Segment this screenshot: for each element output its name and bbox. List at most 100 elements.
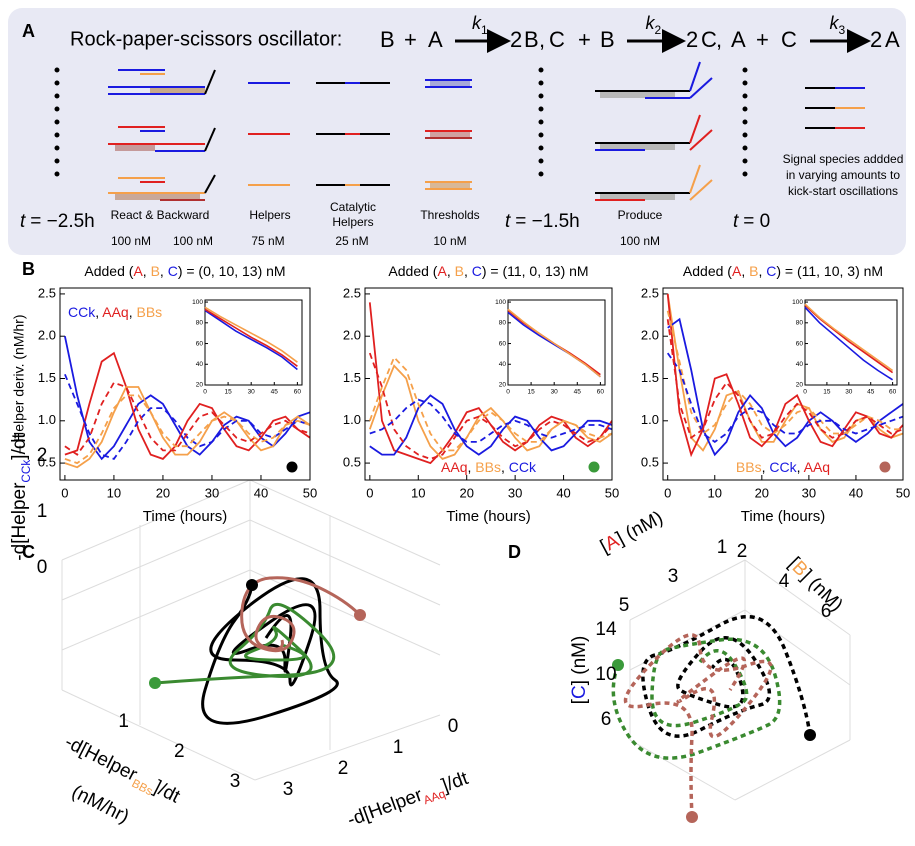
text-part: , [143, 263, 151, 279]
concentration: 75 nM [251, 234, 284, 248]
equation-token: C [701, 27, 717, 52]
x-axis-label: Time (hours) [143, 508, 227, 525]
legend-entry: AAq [804, 459, 830, 475]
x-tick-label: 10 [411, 485, 425, 500]
x-tick-label: 50 [605, 485, 619, 500]
inset-y-tick-label: 100 [495, 299, 506, 306]
line-chart: Added (A, B, C) = (11, 0, 13) nM 0.5 1.0 1.… [343, 263, 619, 525]
y-tick-label: 1.0 [38, 412, 56, 427]
text-part: -d[Helper [9, 482, 30, 561]
axis-label: -d[HelperAAq]/dt [345, 768, 473, 834]
plot-frame [59, 287, 311, 481]
x-tick-label: 30 [205, 485, 219, 500]
equation-token: + [404, 27, 417, 52]
axis-tick-label: 2 [174, 741, 185, 762]
panel-label: A [22, 21, 35, 41]
axis-tick-label: 0 [37, 557, 48, 578]
x-axis-label: Time (hours) [446, 508, 530, 525]
inset-x-tick-label: 45 [271, 389, 279, 396]
panel-d-trajectories [611, 615, 816, 823]
panel-label: C [22, 542, 35, 562]
text-part: C [766, 263, 776, 279]
equation-token: + [756, 27, 769, 52]
series-line [666, 352, 903, 444]
y-tick-label: 2.0 [641, 328, 659, 343]
rate-symbol: k [646, 13, 656, 33]
y-axis-label: – Helper deriv. (nM/hr) [11, 314, 27, 453]
series-line [666, 310, 903, 435]
axis-tick-label: 5 [619, 595, 630, 616]
dna-strands [54, 61, 865, 201]
text-part: C [472, 263, 482, 279]
time-label: t = 0 [733, 211, 770, 232]
text-part: -d[Helper [61, 732, 141, 786]
series-line [369, 398, 612, 443]
panel-c-box [61, 479, 441, 781]
inset-x-tick-label: 0 [506, 389, 510, 396]
time-label: t = −2.5h [20, 211, 95, 232]
series-line [64, 381, 310, 456]
signal-strands [805, 87, 865, 129]
legend-separator: , [467, 459, 475, 475]
rate-index: 1 [481, 23, 488, 37]
text-part: B [455, 263, 464, 279]
inset-x-tick-label: 30 [845, 389, 853, 396]
text-part: , [741, 263, 749, 279]
y-tick-label: 2.5 [641, 285, 659, 300]
inset-x-tick-label: 0 [203, 389, 207, 396]
note: kick-start oscillations [788, 184, 898, 198]
start-point [686, 811, 698, 823]
inset-line [204, 308, 298, 367]
equation-token: 2 [510, 27, 522, 52]
inset-x-tick-label: 45 [574, 389, 582, 396]
text-part: [ [569, 698, 590, 704]
axis-tick-label: 1 [37, 501, 48, 522]
x-tick-label: 0 [61, 485, 68, 500]
trajectory [201, 577, 339, 725]
axis-label: [A] (nM) [597, 507, 667, 557]
y-tick-label: 2.5 [343, 285, 361, 300]
inset-y-tick-label: 80 [499, 320, 507, 327]
note: in varying amounts to [786, 168, 900, 182]
rate-symbol: k [830, 13, 840, 33]
chart-title: Added (A, B, C) = (11, 0, 13) nM [388, 263, 588, 279]
series-line [666, 293, 903, 458]
inset-y-tick-label: 100 [792, 299, 803, 306]
species-label: Helpers [332, 215, 373, 229]
x-tick-label: 50 [303, 485, 317, 500]
y-tick-label: 2.0 [38, 328, 56, 343]
legend-entry: CCk [769, 459, 797, 475]
x-tick-label: 10 [708, 485, 722, 500]
panel-d-box [629, 559, 851, 801]
axis-tick-label: 1 [118, 711, 129, 732]
panel-c-trajectories [149, 576, 366, 725]
time-var: t [505, 211, 511, 232]
time-label: t = −1.5h [505, 211, 580, 232]
inset-y-tick-label: 80 [196, 320, 204, 327]
legend-entry: AAq [102, 304, 128, 320]
text-part: ]/dt [439, 768, 472, 797]
series-line [368, 364, 612, 460]
axis-label: -d[HelperCCk]/dt [9, 433, 33, 561]
legend-separator: , [95, 304, 102, 320]
legend: BBs, CCk, AAq [736, 459, 830, 475]
inset-y-tick-label: 40 [499, 361, 507, 368]
y-tick-label: 1.0 [641, 412, 659, 427]
equation-token: C [549, 27, 565, 52]
start-point [149, 677, 161, 689]
inset-line [804, 303, 894, 372]
x-tick-label: 10 [107, 485, 121, 500]
legend-entry: CCk [68, 304, 96, 320]
series-line [64, 373, 310, 460]
species-label: Produce [618, 208, 663, 222]
concentration: 100 nM [620, 234, 660, 248]
text-part: C [168, 263, 178, 279]
text-part: A [437, 263, 447, 279]
inset-y-tick-label: 20 [499, 382, 507, 389]
axis-tick-label: 6 [601, 709, 612, 730]
text-part: Added ( [84, 263, 133, 279]
series-line [369, 394, 612, 456]
legend: AAq, BBs, CCk [441, 459, 537, 475]
panel-label: D [508, 542, 521, 562]
